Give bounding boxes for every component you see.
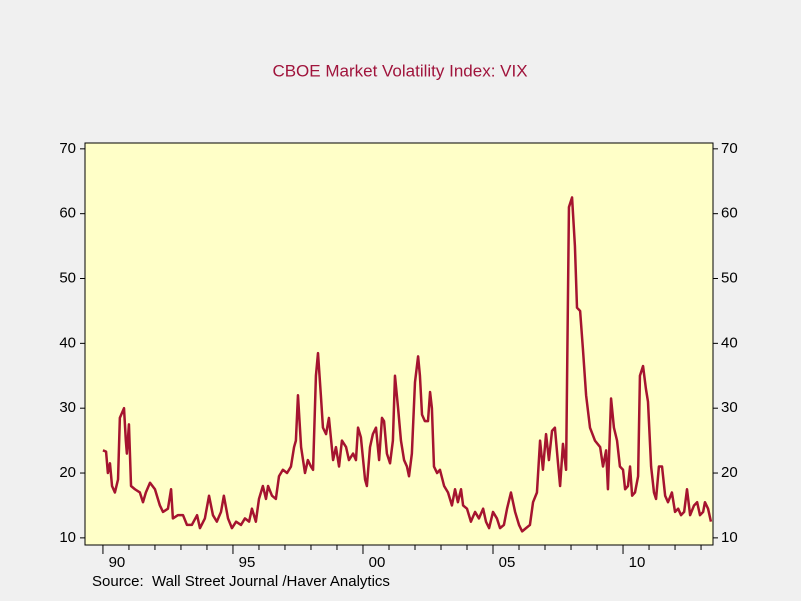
y2-tick-label: 60 (721, 205, 738, 222)
plot-area (84, 142, 714, 546)
y2-tick-label: 70 (721, 140, 738, 157)
chart-title: CBOE Market Volatility Index: VIX (272, 61, 527, 80)
y-tick-label: 50 (59, 269, 76, 286)
vix-line (102, 196, 713, 533)
y-tick-label: 30 (59, 399, 76, 416)
y2-tick-label: 20 (721, 464, 738, 481)
y-tick-label: 40 (59, 334, 76, 351)
y-tick-label: 60 (59, 205, 76, 222)
x-tick-label: 95 (239, 554, 256, 571)
x-tick-label: 00 (369, 554, 386, 571)
x-tick-label: 05 (499, 554, 516, 571)
y2-tick-label: 50 (721, 269, 738, 286)
y-tick-label: 20 (59, 464, 76, 481)
y-tick-label: 10 (59, 529, 76, 546)
x-tick-label: 10 (629, 554, 646, 571)
source-note: Source: Wall Street Journal /Haver Analy… (92, 573, 390, 590)
y2-tick-label: 30 (721, 399, 738, 416)
y-tick-label: 70 (59, 140, 76, 157)
x-tick-label: 90 (109, 554, 126, 571)
y2-tick-label: 10 (721, 529, 738, 546)
y2-tick-label: 40 (721, 334, 738, 351)
